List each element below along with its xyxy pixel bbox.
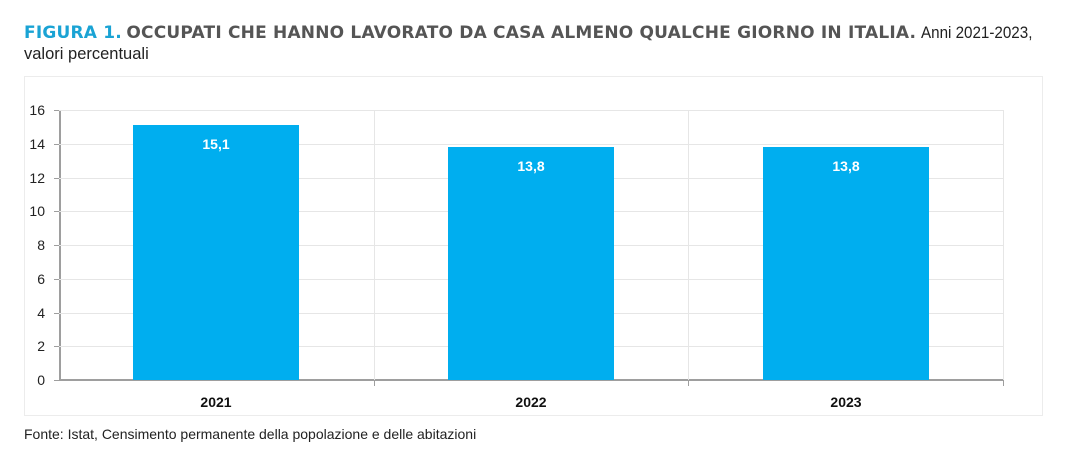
figure-label: FIGURA 1. bbox=[24, 23, 122, 43]
bar-value-label: 15,1 bbox=[202, 136, 230, 152]
x-tick bbox=[1003, 380, 1004, 386]
x-tick-label: 2021 bbox=[200, 394, 232, 410]
y-tick-label: 14 bbox=[29, 136, 45, 152]
y-tick bbox=[54, 144, 59, 145]
y-tick-label: 12 bbox=[29, 170, 45, 186]
y-tick-label: 16 bbox=[29, 102, 45, 118]
y-tick bbox=[54, 313, 59, 314]
y-tick bbox=[54, 279, 59, 280]
y-tick bbox=[54, 346, 59, 347]
plot-area: 0 2 4 6 8 10 12 14 16 15,1 2021 13,8 2022 13,8 2023 bbox=[29, 102, 1004, 410]
bar-2022: 13,8 bbox=[448, 147, 614, 380]
gridline-horizontal bbox=[59, 110, 1003, 111]
y-tick-label: 0 bbox=[37, 372, 45, 388]
x-tick-label: 2022 bbox=[515, 394, 547, 410]
gridline-vertical bbox=[1003, 110, 1004, 380]
y-tick-label: 10 bbox=[29, 203, 45, 219]
y-tick-label: 6 bbox=[37, 271, 45, 287]
source-note: Fonte: Istat, Censimento permanente dell… bbox=[24, 426, 477, 442]
x-axis bbox=[59, 379, 1003, 381]
figure-subtitle: Anni 2021-2023, bbox=[920, 24, 1033, 42]
bar-value-label: 13,8 bbox=[832, 158, 860, 174]
y-tick bbox=[54, 178, 59, 179]
x-tick bbox=[688, 380, 689, 386]
chart-title: FIGURA 1. OCCUPATI CHE HANNO LAVORATO DA… bbox=[24, 22, 1044, 66]
figure-title: OCCUPATI CHE HANNO LAVORATO DA CASA ALME… bbox=[126, 23, 917, 43]
y-tick-label: 2 bbox=[37, 338, 45, 354]
bar-2021: 15,1 bbox=[133, 125, 299, 380]
figure-units: valori percentuali bbox=[24, 45, 149, 63]
y-tick bbox=[54, 245, 59, 246]
gridline-horizontal bbox=[59, 144, 1003, 145]
x-tick-label: 2023 bbox=[830, 394, 862, 410]
y-tick bbox=[54, 380, 59, 381]
y-tick-label: 8 bbox=[37, 237, 45, 253]
y-tick-label: 4 bbox=[37, 305, 45, 321]
y-tick bbox=[54, 110, 59, 111]
gridline-vertical bbox=[374, 110, 375, 380]
gridline-vertical bbox=[688, 110, 689, 380]
y-tick bbox=[54, 211, 59, 212]
bar-2023: 13,8 bbox=[763, 147, 929, 380]
x-tick bbox=[374, 380, 375, 386]
bar-value-label: 13,8 bbox=[517, 158, 545, 174]
